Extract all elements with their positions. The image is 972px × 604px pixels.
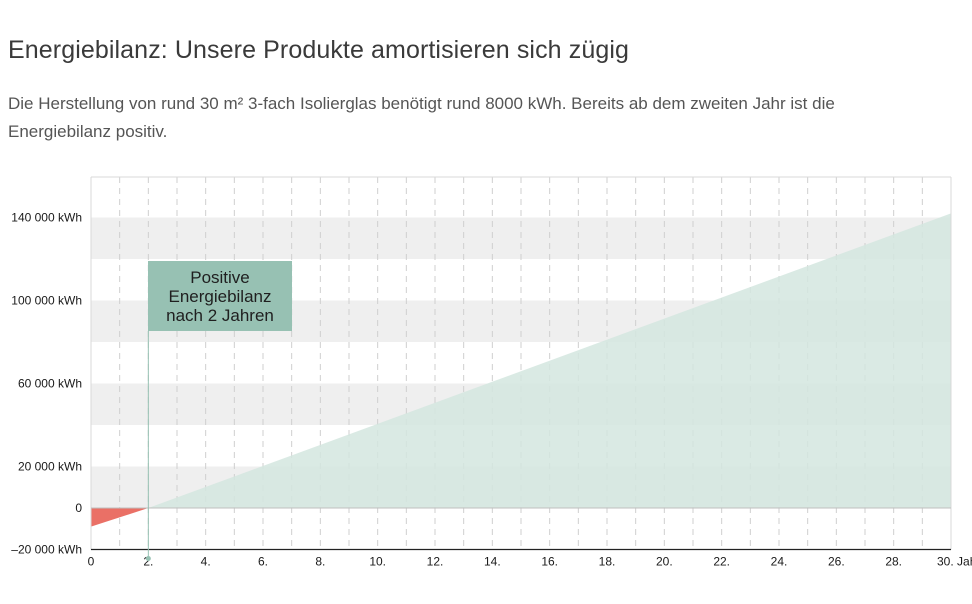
x-tick-label: 4. xyxy=(201,555,211,569)
x-tick-label: 28. xyxy=(885,555,902,569)
x-tick-label: 10. xyxy=(369,555,386,569)
chart-subtitle: Die Herstellung von rund 30 m² 3-fach Is… xyxy=(8,94,835,141)
x-tick-label: 2. xyxy=(143,555,153,569)
y-tick-label: 20 000 kWh xyxy=(18,460,82,474)
x-tick-label: 26. xyxy=(828,555,845,569)
chart-title: Energiebilanz: Unsere Produkte amortisie… xyxy=(8,36,629,64)
positive-area xyxy=(148,213,952,508)
x-axis-ticks: 0 2. 4. 6. 8. 10. 12. 14. 16. 18. 20. 22. 24. 26. 28. 3… xyxy=(88,555,972,569)
y-tick-label: 100 000 kWh xyxy=(11,294,82,308)
x-tick-label: 22. xyxy=(713,555,730,569)
area-series xyxy=(91,213,952,527)
x-tick-label: 0 xyxy=(88,555,95,569)
x-tick-label: 20. xyxy=(656,555,673,569)
y-tick-label: –20 000 kWh xyxy=(11,543,82,557)
y-tick-label: 140 000 kWh xyxy=(11,211,82,225)
negative-area xyxy=(91,508,149,527)
y-tick-label: 0 xyxy=(75,501,82,515)
x-tick-label: 6. xyxy=(258,555,268,569)
break-even-callout: Positive Energiebilanz nach 2 Jahren xyxy=(148,261,292,331)
x-tick-label: 18. xyxy=(599,555,616,569)
y-axis-ticks: 140 000 kWh 100 000 kWh 60 000 kWh 20 000 k… xyxy=(11,211,82,557)
y-tick-label: 60 000 kWh xyxy=(18,377,82,391)
x-tick-label: 24. xyxy=(771,555,788,569)
x-tick-label: 8. xyxy=(315,555,325,569)
x-tick-label: 14. xyxy=(484,555,501,569)
x-tick-label: 12. xyxy=(427,555,444,569)
x-tick-label: 30. Jahr xyxy=(937,555,972,569)
break-even-marker-dot xyxy=(145,556,151,561)
x-tick-label: 16. xyxy=(541,555,558,569)
